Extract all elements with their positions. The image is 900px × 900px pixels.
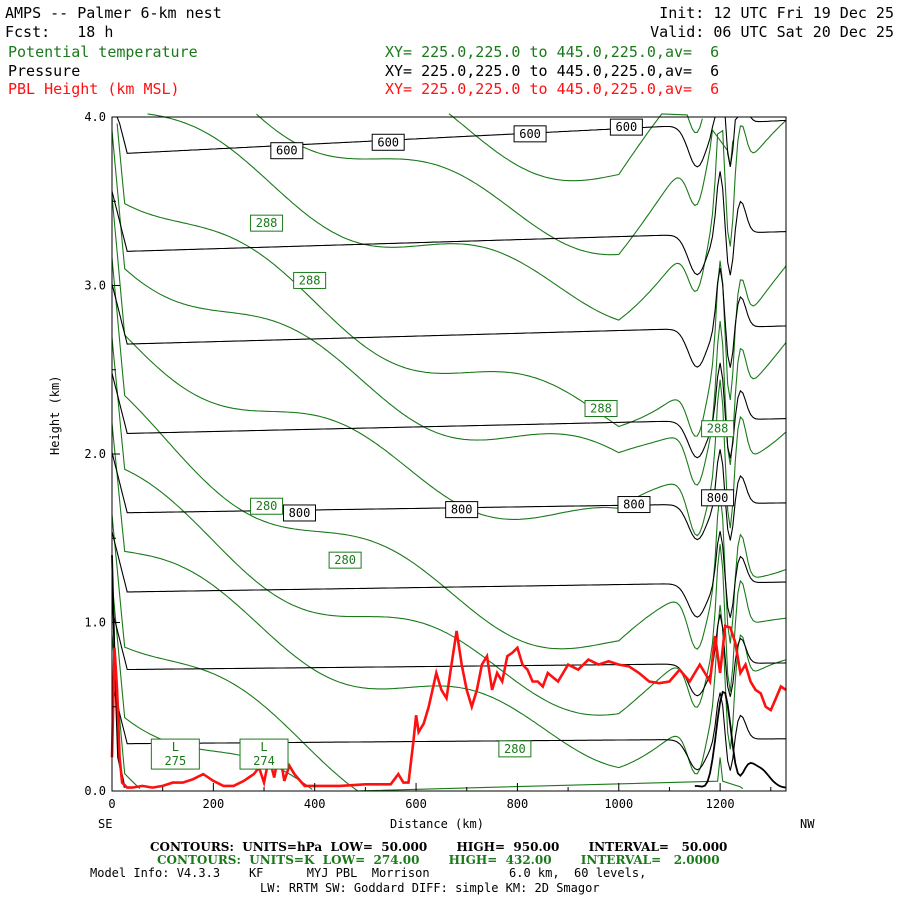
pressure-contour-label-box	[617, 496, 651, 514]
theta-contour-line	[147, 113, 787, 321]
theta-contour-label: 288	[590, 402, 612, 416]
axes: 0 200 400 600 800 1000 1200 0.0 1.0 2.0 3.0 4.0	[84, 110, 772, 811]
terrain-line	[694, 690, 787, 789]
xy-pressure: XY= 225.0,225.0 to 445.0,225.0,av= 6	[385, 62, 720, 80]
pbl-height-line	[110, 624, 787, 789]
y-tick-label: 2.0	[84, 447, 106, 461]
y-tick-label: 4.0	[84, 110, 106, 124]
x-tick-label: 800	[507, 797, 529, 811]
pressure-contour-label-box	[283, 504, 317, 522]
pressure-contour-line	[111, 449, 786, 541]
pressure-contour-line	[112, 116, 787, 168]
theta-contour-label-box	[293, 271, 327, 289]
pressure-contour-label: 600	[276, 144, 298, 158]
init-time: Init: 12 UTC Fri 19 Dec 25	[659, 4, 894, 22]
pressure-contour-label: 600	[377, 135, 399, 149]
y-axis-label: Height (km)	[48, 375, 62, 455]
xy-pbl: XY= 225.0,225.0 to 445.0,225.0,av= 6	[385, 80, 720, 98]
pressure-contour-label-box	[701, 489, 735, 507]
theta-contour-label-box	[328, 551, 362, 569]
theta-low-marker: L	[260, 740, 267, 754]
contour-labels: 600 600 600 600 800 800 800 800 288 288 288 288 280 2…	[150, 118, 735, 770]
theta-contour-label-box	[250, 214, 284, 232]
footer-theta-contours: CONTOURS: UNITS=K LOW= 274.00 HIGH= 432.…	[157, 853, 720, 867]
x-tick-label: 0	[108, 797, 115, 811]
theta-low-marker: L	[172, 740, 179, 754]
x-tick-label: 200	[203, 797, 225, 811]
theta-contour-label: 280	[256, 499, 278, 513]
valid-time: Valid: 06 UTC Sat 20 Dec 25	[650, 23, 894, 41]
theta-contour-line	[111, 514, 744, 792]
x-tick-label: 1200	[706, 797, 735, 811]
field-pressure-label: Pressure	[8, 62, 81, 80]
pressure-contour-label: 600	[616, 120, 638, 134]
theta-low-box	[150, 738, 200, 770]
y-tick-label: 3.0	[84, 279, 106, 293]
theta-low-box	[239, 738, 289, 770]
pressure-contour-label: 800	[451, 503, 473, 517]
pressure-contour-label: 800	[289, 506, 311, 520]
theta-contour-label-box	[250, 497, 284, 515]
terrain-outline	[111, 555, 787, 789]
y-tick-label: 1.0	[84, 616, 106, 630]
theta-contour-line	[111, 130, 787, 486]
theta-contour-label: 280	[334, 553, 356, 567]
forecast-hour: Fcst: 18 h	[5, 23, 114, 41]
pressure-contour-label: 800	[623, 498, 645, 512]
pressure-contour-line	[111, 531, 786, 618]
theta-contour-line	[111, 337, 787, 716]
footer-pressure-contours: CONTOURS: UNITS=hPa LOW= 50.000 HIGH= 95…	[150, 840, 728, 854]
theta-contour-label-box	[498, 740, 532, 758]
pressure-contour-label-box	[270, 142, 304, 160]
pressure-contour-label: 600	[519, 127, 541, 141]
footer-model-info: Model Info: V4.3.3 KF MYJ PBL Morrison 6…	[90, 866, 647, 880]
theta-contour-label: 280	[504, 742, 526, 756]
right-end-label: NW	[800, 817, 815, 831]
footer-physics-info: LW: RRTM SW: Goddard DIFF: simple KM: 2D…	[260, 881, 600, 895]
theta-contour-label-box	[701, 420, 735, 438]
theta-contour-label-box	[584, 400, 618, 418]
theta-contour-line	[448, 113, 703, 182]
pbl-height-series	[110, 624, 787, 789]
field-theta-label: Potential temperature	[8, 43, 198, 61]
theta-contour-label: 288	[707, 422, 729, 436]
theta-contour-line	[116, 123, 787, 437]
plot-title: AMPS -- Palmer 6-km nest	[5, 4, 222, 22]
pressure-contour-label-box	[371, 133, 405, 151]
theta-contours	[111, 113, 787, 792]
pressure-contour-line	[111, 683, 786, 771]
x-tick-label: 1000	[604, 797, 633, 811]
x-tick-label: 600	[405, 797, 427, 811]
pressure-contour-label: 800	[707, 491, 729, 505]
pressure-contour-label-box	[513, 125, 547, 143]
theta-contour-label: 288	[299, 273, 321, 287]
theta-contour-line	[256, 113, 734, 256]
xy-theta: XY= 225.0,225.0 to 445.0,225.0,av= 6	[385, 43, 720, 61]
theta-low-value: 274	[253, 754, 275, 768]
y-tick-label: 0.0	[84, 784, 106, 798]
theta-contour-line	[111, 423, 787, 775]
left-end-label: SE	[98, 817, 113, 831]
field-pbl-label: PBL Height (km MSL)	[8, 80, 180, 98]
pressure-contour-label-box	[445, 501, 479, 519]
theta-contour-line	[111, 257, 787, 650]
pressure-contour-line	[111, 171, 787, 276]
x-tick-label: 400	[304, 797, 326, 811]
theta-contour-line	[111, 195, 787, 537]
pressure-contour-line	[111, 608, 787, 697]
theta-low-value: 275	[165, 754, 187, 768]
pressure-contour-line	[111, 268, 787, 368]
pressure-contours	[111, 116, 787, 771]
x-axis-label: Distance (km)	[390, 817, 484, 831]
theta-contour-label: 288	[256, 216, 278, 230]
pressure-contour-label-box	[609, 118, 643, 136]
pressure-contour-line	[111, 362, 787, 459]
